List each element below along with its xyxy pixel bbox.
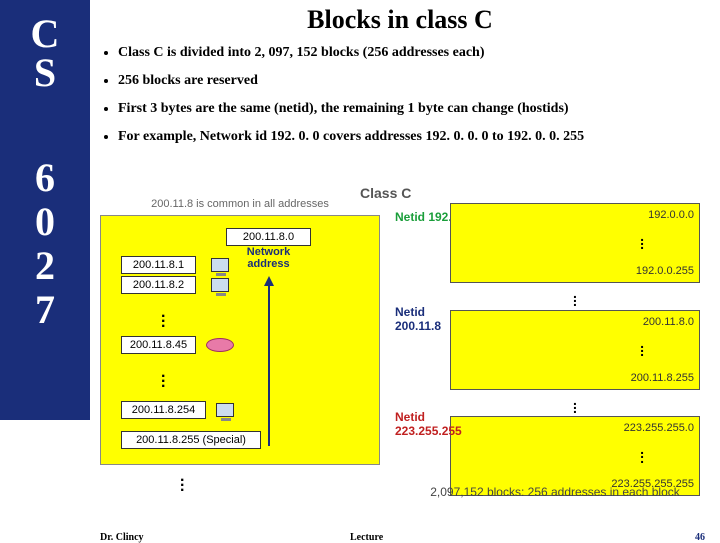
pc-icon	[211, 278, 229, 292]
right-block-table: 192.0.0.0 ... 192.0.0.255 ... 200.11.8.0…	[450, 203, 700, 498]
left-caption: 200.11.8 is common in all addresses	[100, 198, 380, 210]
block-segment: 192.0.0.0 ... 192.0.0.255	[450, 203, 700, 283]
router-icon	[206, 338, 234, 352]
bullet-item: 256 blocks are reserved	[118, 73, 710, 89]
vertical-dots-icon: ...	[450, 285, 700, 310]
vertical-dots-icon: ...	[180, 475, 183, 489]
network-address-box: 200.11.8.0	[226, 228, 311, 246]
vertical-dots-icon: ...	[640, 447, 644, 460]
bullet-list: Class C is divided into 2, 097, 152 bloc…	[100, 45, 710, 157]
addr-box: 200.11.8.1	[121, 256, 196, 274]
footer-lecture: Lecture	[350, 532, 383, 543]
arrow-line	[268, 286, 270, 446]
bullet-item: First 3 bytes are the same (netid), the …	[118, 101, 710, 117]
pc-icon	[216, 403, 234, 417]
footer-page-number: 46	[695, 532, 705, 543]
block-first-addr: 192.0.0.0	[648, 209, 694, 221]
bottom-caption: 2,097,152 blocks: 256 addresses in each …	[400, 485, 710, 499]
diagram-area: Class C 200.11.8 is common in all addres…	[100, 185, 710, 510]
left-network-block: 200.11.8.0 Network address 200.11.8.1 20…	[100, 215, 380, 465]
netid-label-3: Netid 223.255.255	[395, 410, 465, 438]
network-address-label: Network address	[226, 246, 311, 270]
vertical-dots-icon: ...	[161, 311, 164, 325]
vertical-dots-icon: ...	[640, 234, 644, 247]
sidebar-letter-s: S	[34, 49, 56, 96]
special-addr-box: 200.11.8.255 (Special)	[121, 431, 261, 449]
netid-label-2: Netid 200.11.8	[395, 305, 445, 333]
vertical-dots-icon: ...	[450, 392, 700, 417]
pc-icon	[211, 258, 229, 272]
bullet-item: Class C is divided into 2, 097, 152 bloc…	[118, 45, 710, 61]
slide-title: Blocks in class C	[90, 5, 710, 35]
sidebar: C S 6 0 2 7	[0, 0, 90, 420]
vertical-dots-icon: ...	[161, 371, 164, 385]
addr-box: 200.11.8.45	[121, 336, 196, 354]
addr-box: 200.11.8.2	[121, 276, 196, 294]
block-first-addr: 200.11.8.0	[643, 316, 694, 328]
block-segment: 200.11.8.0 ... 200.11.8.255	[450, 310, 700, 390]
arrow-up-icon	[264, 276, 274, 286]
footer-author: Dr. Clincy	[100, 532, 144, 543]
block-last-addr: 200.11.8.255	[631, 372, 694, 384]
vertical-dots-icon: ...	[640, 341, 644, 354]
sidebar-slide-number: 6 0 2 7	[35, 156, 55, 332]
addr-box: 200.11.8.254	[121, 401, 206, 419]
block-first-addr: 223.255.255.0	[624, 422, 694, 434]
bullet-item: For example, Network id 192. 0. 0 covers…	[118, 129, 710, 145]
block-last-addr: 192.0.0.255	[636, 265, 694, 277]
